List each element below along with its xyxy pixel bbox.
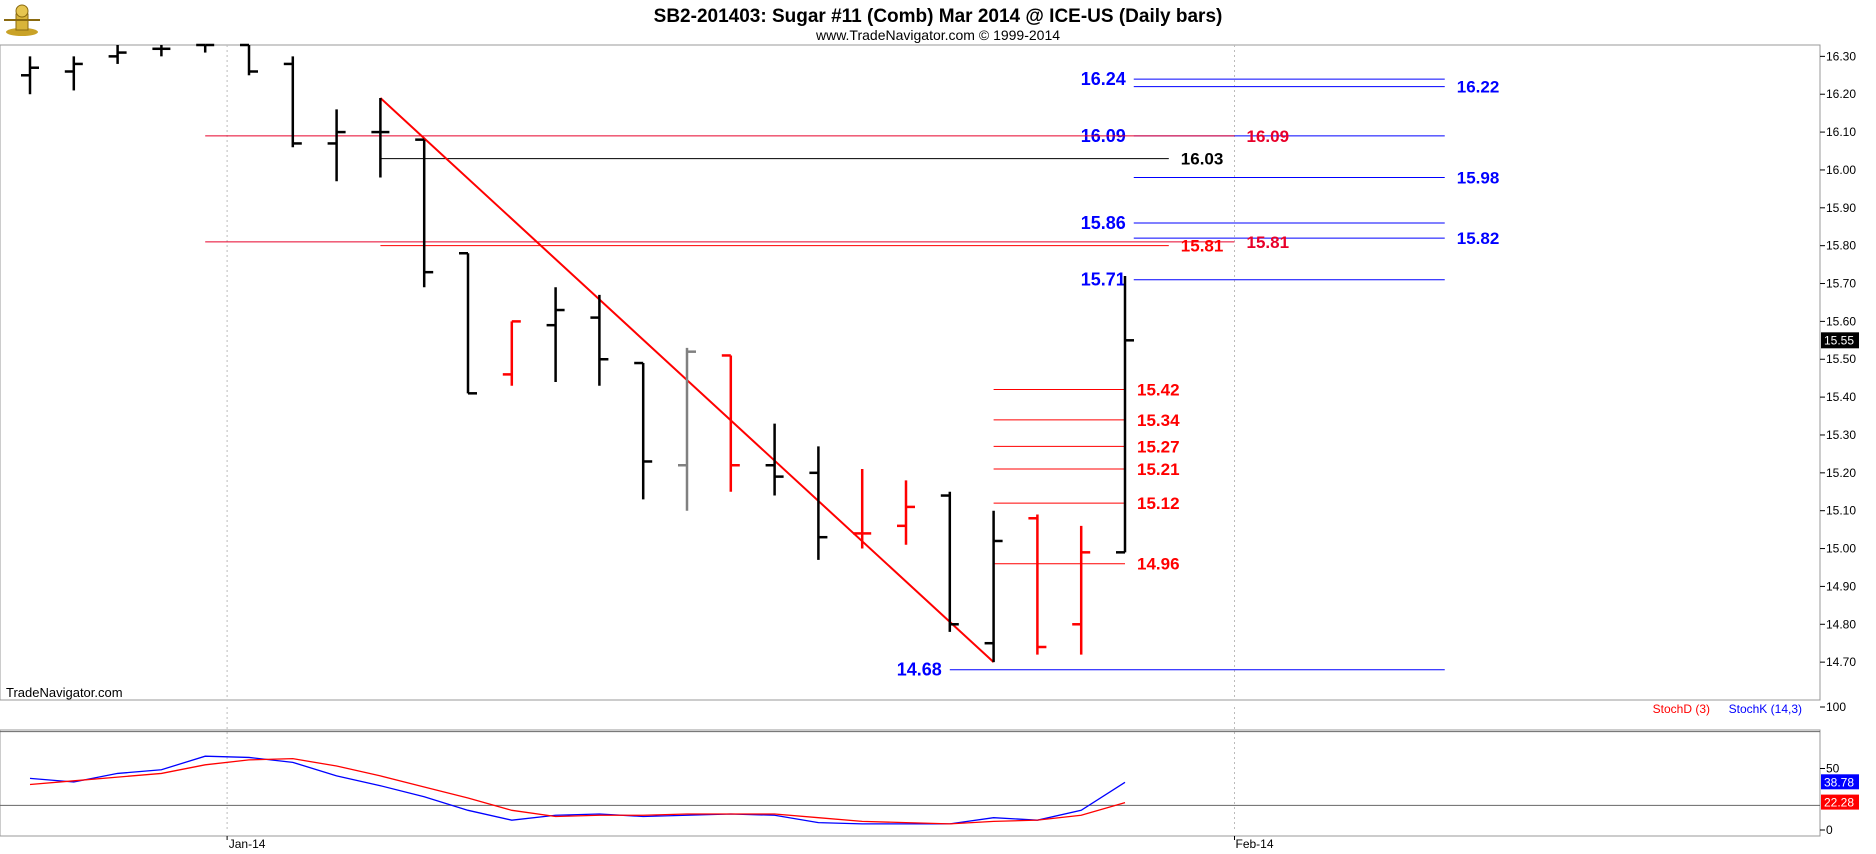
level-label: 15.86 (1081, 213, 1126, 233)
price-tick-label: 15.90 (1826, 201, 1856, 215)
ohlc-bar (108, 45, 127, 64)
level-label: 15.27 (1137, 437, 1180, 456)
ohlc-bar (327, 109, 346, 182)
ohlc-bar (984, 510, 1003, 663)
ind-tick-label: 50 (1826, 762, 1840, 776)
price-tick-label: 15.80 (1826, 239, 1856, 253)
price-tick-label: 15.30 (1826, 428, 1856, 442)
x-axis: Jan-14 Feb-14 (226, 836, 1274, 851)
ohlc-bar (897, 480, 915, 545)
series-line (29, 758, 1126, 825)
ohlc-bar (196, 43, 215, 53)
level-label: 15.81 (1247, 233, 1290, 252)
stochd-last-label: 22.28 (1824, 796, 1854, 810)
price-bars (21, 43, 1134, 663)
level-label: 15.21 (1137, 460, 1180, 479)
ind-tick-label: 0 (1826, 823, 1833, 837)
price-axis: 16.30 16.20 16.10 16.00 15.90 15.80 15.70 15.60… (1820, 49, 1859, 669)
ohlc-bar (64, 56, 83, 91)
level-label: 16.22 (1457, 78, 1500, 97)
indicator-legend: StochD (3) StochK (14,3) (1653, 702, 1802, 716)
level-label: 16.09 (1247, 127, 1290, 146)
level-label: 15.81 (1181, 237, 1224, 256)
stochk-last-box (1821, 774, 1859, 790)
price-tick-label: 14.80 (1826, 617, 1856, 631)
ohlc-bar (283, 56, 302, 148)
indicator-grid (0, 707, 1820, 830)
ohlc-bar (809, 446, 828, 560)
ohlc-bar (546, 287, 565, 382)
x-tick-label: Jan-14 (229, 837, 266, 851)
chart-title: SB2-201403: Sugar #11 (Comb) Mar 2014 @ … (654, 6, 1223, 27)
ohlc-bar (459, 251, 477, 395)
ohlc-bar (152, 45, 171, 57)
stochd-last-box (1821, 794, 1859, 810)
indicator-lines (29, 755, 1126, 825)
price-tick-label: 15.20 (1826, 466, 1856, 480)
logo-icon (4, 4, 40, 36)
header: SB2-201403: Sugar #11 (Comb) Mar 2014 @ … (4, 4, 1223, 43)
ohlc-bar (240, 43, 258, 76)
price-tick-label: 15.50 (1826, 352, 1856, 366)
level-label: 14.68 (897, 660, 942, 680)
indicator-axis: 100 50 0 38.78 22.28 (1820, 700, 1859, 837)
price-tick-label: 16.10 (1826, 125, 1856, 139)
ohlc-bar (371, 98, 390, 178)
indicator-panel (0, 707, 1821, 837)
price-panel: 16.24 16.22 16.09 15.98 15.86 15.82 15.71 14.68… (0, 43, 1821, 701)
level-label: 15.34 (1137, 411, 1180, 430)
ohlc-bar (590, 294, 609, 386)
ohlc-bar (502, 320, 521, 386)
level-label: 16.24 (1081, 69, 1126, 89)
price-tick-label: 15.00 (1826, 542, 1856, 556)
level-label: 15.71 (1081, 270, 1126, 290)
ohlc-bar (678, 347, 696, 511)
price-tick-label: 16.30 (1826, 49, 1856, 63)
price-tick-label: 16.00 (1826, 163, 1856, 177)
level-label: 14.96 (1137, 555, 1180, 574)
level-label: 15.82 (1457, 229, 1500, 248)
ohlc-bar (21, 56, 39, 95)
last-price-box (1821, 332, 1859, 349)
price-tick-label: 16.20 (1826, 87, 1856, 101)
ohlc-bar (940, 491, 959, 632)
ind-tick-label: 100 (1826, 700, 1846, 714)
price-grid (226, 45, 1235, 700)
legend-entry: StochK (14,3) (1729, 702, 1802, 716)
chart-subtitle: www.TradeNavigator.com © 1999-2014 (815, 27, 1060, 43)
price-levels: 16.24 16.22 16.09 15.98 15.86 15.82 15.71 14.68… (205, 69, 1499, 680)
price-tick-label: 14.70 (1826, 655, 1856, 669)
ohlc-bar (1072, 525, 1091, 655)
level-label: 15.12 (1137, 494, 1180, 513)
price-tick-label: 15.40 (1826, 390, 1856, 404)
level-label: 15.42 (1137, 381, 1180, 400)
price-tick-label: 14.90 (1826, 579, 1856, 593)
ohlc-bar (415, 138, 434, 288)
ohlc-bar (1116, 275, 1134, 554)
level-label: 15.98 (1457, 169, 1500, 188)
ohlc-bar (634, 361, 653, 500)
ohlc-bar (1028, 514, 1047, 655)
legend-entry: StochD (3) (1653, 702, 1710, 716)
last-price-label: 15.55 (1824, 333, 1854, 347)
level-label: 16.03 (1181, 150, 1224, 169)
ohlc-bar (853, 469, 872, 549)
ohlc-bar (765, 423, 784, 496)
price-tick-label: 15.10 (1826, 504, 1856, 518)
watermark: TradeNavigator.com (6, 685, 123, 700)
x-tick-label: Feb-14 (1235, 837, 1273, 851)
price-tick-label: 15.60 (1826, 314, 1856, 328)
stochk-last-label: 38.78 (1824, 775, 1854, 789)
ohlc-bar (721, 354, 740, 492)
price-tick-label: 15.70 (1826, 277, 1856, 291)
